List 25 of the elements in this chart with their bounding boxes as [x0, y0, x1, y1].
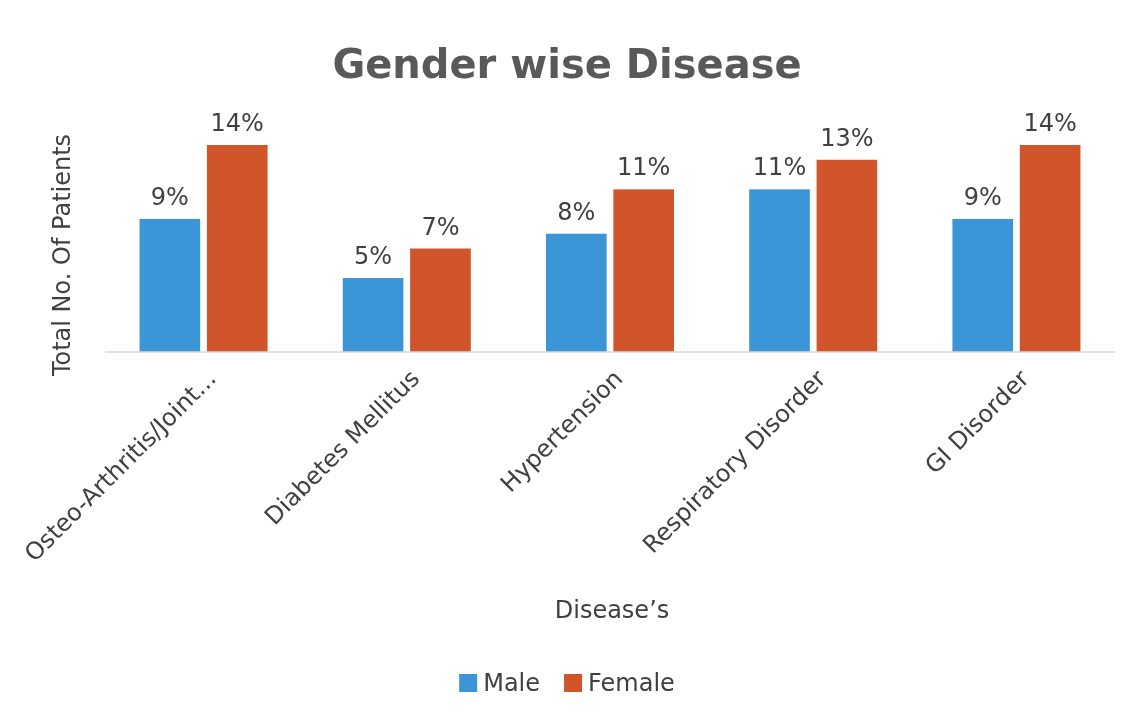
bar [816, 159, 878, 352]
x-axis-title: Disease’s [554, 596, 670, 624]
bar [545, 233, 607, 352]
data-label: 11% [617, 153, 671, 182]
data-label: 13% [820, 123, 874, 152]
bar [952, 218, 1014, 352]
data-label: 9% [150, 182, 189, 211]
bar [342, 278, 404, 352]
data-label: 14% [210, 109, 264, 137]
bar [139, 218, 201, 352]
data-label: 14% [1023, 109, 1077, 137]
bar [749, 189, 810, 352]
data-label: 8% [557, 197, 596, 226]
bar [410, 248, 471, 352]
chart-title: Gender wise Disease [332, 41, 802, 87]
data-label: 11% [752, 153, 807, 182]
data-label: 9% [963, 182, 1002, 211]
data-label: 7% [421, 212, 460, 241]
bar [613, 189, 675, 352]
bar [1019, 145, 1081, 352]
legend-label: Male [483, 669, 541, 698]
legend-label: Female [588, 669, 675, 698]
bar [206, 145, 268, 352]
data-label: 5% [354, 242, 393, 271]
y-axis-title: Total No. Of Patients [48, 133, 76, 378]
